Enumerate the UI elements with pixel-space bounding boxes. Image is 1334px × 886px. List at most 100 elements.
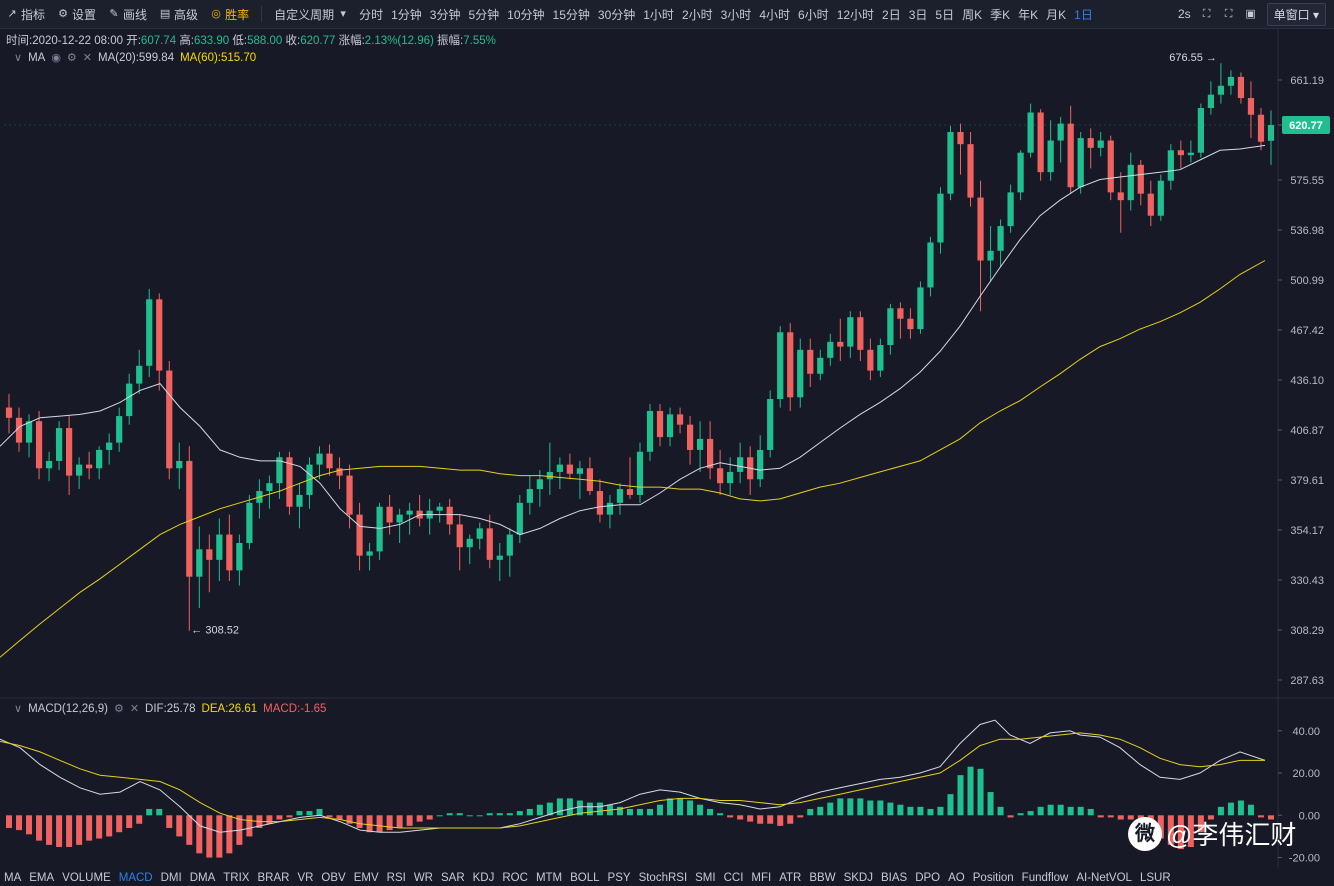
indicator-tab[interactable]: BBW	[809, 872, 836, 884]
eye-icon[interactable]: ◉	[51, 52, 61, 64]
fullscreen-icon[interactable]: ⛶	[1224, 8, 1233, 20]
candle-body	[566, 464, 573, 474]
custom-period-label: 自定义周期	[274, 7, 335, 22]
indicator-tab[interactable]: AI-NetVOL	[1076, 872, 1132, 884]
candle-body	[887, 308, 894, 346]
toolbar-win-rate-button[interactable]: ◎ 胜率	[204, 0, 255, 28]
collapse-icon[interactable]: ∨	[14, 703, 23, 715]
indicator-tab[interactable]: AO	[948, 872, 965, 884]
period-option[interactable]: 3日	[908, 7, 928, 22]
indicator-tab[interactable]: ROC	[502, 872, 528, 884]
gear-icon[interactable]: ⚙	[66, 52, 77, 64]
indicator-tab[interactable]: SKDJ	[843, 872, 873, 884]
toolbar-advanced-button[interactable]: ▤ 高级	[153, 0, 204, 28]
refresh-rate[interactable]: 2s	[1177, 7, 1191, 21]
period-option[interactable]: 月K	[1046, 7, 1067, 22]
period-option[interactable]: 15分钟	[552, 7, 590, 22]
indicator-tab[interactable]: MA	[4, 872, 22, 884]
period-option[interactable]: 1日	[1074, 7, 1093, 22]
close-icon[interactable]: ✕	[82, 52, 93, 64]
macd-histogram-bar	[947, 794, 954, 816]
indicator-tab[interactable]: CCI	[723, 872, 744, 884]
candle-body	[516, 502, 523, 535]
candle-body	[1167, 150, 1174, 181]
indicator-tab[interactable]: MFI	[751, 872, 772, 884]
indicator-tab[interactable]: PSY	[607, 872, 631, 884]
macd-histogram-bar	[296, 811, 303, 816]
candle-body	[596, 491, 604, 515]
period-option[interactable]: 1分钟	[391, 7, 422, 22]
candle-body	[837, 341, 844, 347]
indicator-tab[interactable]: Position	[972, 872, 1014, 884]
period-option[interactable]: 周K	[962, 7, 983, 22]
candle-body	[276, 457, 283, 484]
macd-histogram-bar	[1197, 815, 1204, 833]
indicator-tab[interactable]: MTM	[535, 872, 563, 884]
indicator-tab[interactable]: SMI	[695, 872, 716, 884]
indicator-tab[interactable]: MACD	[118, 872, 153, 884]
period-option[interactable]: 3分钟	[429, 7, 461, 22]
period-option[interactable]: 1小时	[643, 7, 674, 22]
period-option[interactable]: 2小时	[681, 7, 713, 22]
macd-histogram-bar	[717, 813, 724, 816]
candle-body	[86, 464, 93, 469]
custom-period-dropdown[interactable]: 自定义周期 ▾	[268, 0, 355, 28]
period-option[interactable]: 年K	[1018, 7, 1039, 22]
candle-body	[1127, 164, 1134, 201]
indicator-tab[interactable]: BOLL	[570, 872, 600, 884]
low-annotation: ← 308.52	[191, 624, 239, 636]
period-option[interactable]: 2日	[882, 7, 901, 22]
period-option[interactable]: 3小时	[720, 7, 752, 22]
candle-body	[226, 534, 233, 571]
period-option[interactable]: 季K	[990, 7, 1011, 22]
indicator-tab[interactable]: RSI	[386, 872, 406, 884]
window-mode-select[interactable]: 单窗口 ▾	[1266, 2, 1326, 26]
indicator-tab[interactable]: Fundflow	[1021, 872, 1069, 884]
indicator-tab[interactable]: EMV	[353, 872, 379, 884]
indicator-tab[interactable]: VOLUME	[62, 872, 111, 884]
indicator-tab[interactable]: BIAS	[880, 872, 908, 884]
macd-histogram-bar	[66, 815, 73, 847]
indicator-tab[interactable]: BRAR	[257, 872, 290, 884]
indicator-tab[interactable]: DPO	[915, 872, 941, 884]
indicator-tab[interactable]: DMI	[160, 872, 182, 884]
period-option[interactable]: 12小时	[836, 7, 875, 22]
toolbar-pencil-button[interactable]: ✎ 画线	[102, 0, 153, 28]
toolbar-indicator-button[interactable]: ↗ 指标	[0, 0, 51, 28]
advanced-icon: ▤	[159, 8, 171, 20]
indicator-tab[interactable]: OBV	[321, 872, 346, 884]
toolbar-gear-button[interactable]: ⚙ 设置	[51, 0, 102, 28]
indicator-tab[interactable]: WR	[413, 872, 433, 884]
period-option[interactable]: 6小时	[798, 7, 829, 22]
gear-icon[interactable]: ⚙	[113, 703, 124, 715]
macd-histogram-bar	[546, 802, 553, 816]
close-icon[interactable]: ✕	[129, 703, 140, 715]
candle-body	[15, 417, 23, 443]
indicator-tab[interactable]: VR	[297, 872, 314, 884]
indicator-tab[interactable]: TRIX	[223, 872, 250, 884]
period-option[interactable]: 30分钟	[597, 7, 636, 22]
price-tick-label: 308.29	[1290, 625, 1324, 637]
indicator-tab[interactable]: SAR	[440, 872, 465, 884]
period-option[interactable]: 5日	[935, 7, 955, 22]
period-option[interactable]: 5分钟	[468, 7, 500, 22]
macd-histogram-bar	[1187, 815, 1194, 847]
period-option[interactable]: 分时	[359, 7, 384, 22]
indicator-tab[interactable]: LSUR	[1139, 872, 1171, 884]
expand-icon[interactable]: ⛶	[1202, 8, 1211, 20]
dea-value: DEA:26.61	[201, 702, 258, 715]
indicator-tab[interactable]: DMA	[189, 872, 216, 884]
macd-histogram-bar	[1067, 806, 1074, 816]
period-option[interactable]: 10分钟	[507, 7, 545, 22]
indicator-tab[interactable]: KDJ	[472, 872, 495, 884]
period-option[interactable]: 4小时	[759, 7, 790, 22]
macd-histogram-bar	[1057, 804, 1064, 816]
indicator-tab[interactable]: StochRSI	[638, 872, 688, 884]
collapse-icon[interactable]: ∨	[14, 52, 23, 64]
indicator-tab[interactable]: ATR	[779, 872, 802, 884]
macd-histogram-bar	[316, 808, 323, 816]
indicator-tab[interactable]: EMA	[29, 872, 55, 884]
macd-histogram-bar	[196, 815, 203, 854]
screenshot-icon[interactable]: ▣	[1245, 8, 1256, 20]
